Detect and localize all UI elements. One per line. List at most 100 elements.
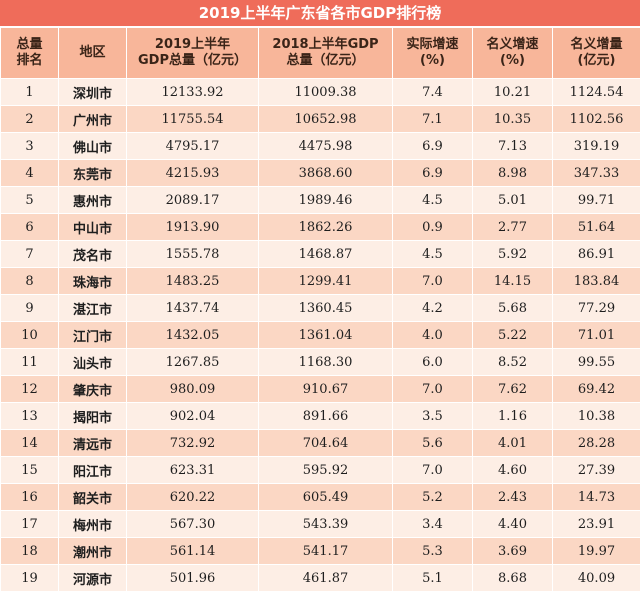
cell-rank: 18 [0, 537, 59, 565]
cell-gdp-2018: 1360.45 [258, 294, 393, 322]
cell-nominal-increase: 71.01 [552, 321, 640, 349]
cell-real-growth: 7.4 [392, 78, 473, 106]
cell-gdp-2019: 1555.78 [126, 240, 259, 268]
table-row: 7 茂名市 1555.78 1468.87 4.5 5.92 86.91 [0, 240, 640, 268]
gdp-ranking-table: 总量 排名 地区 2019上半年 GDP总量（亿元） 2018上半年GDP 总量（亿元… [0, 27, 640, 592]
table-body: 1 深圳市 12133.92 11009.38 7.4 10.21 1124.54 2 广州市 1… [0, 78, 640, 592]
cell-rank: 11 [0, 348, 59, 376]
cell-nominal-growth: 5.22 [472, 321, 553, 349]
cell-real-growth: 6.0 [392, 348, 473, 376]
cell-region: 揭阳市 [58, 402, 127, 430]
header-region: 地区 [58, 27, 127, 79]
cell-gdp-2019: 620.22 [126, 483, 259, 511]
table-row: 14 清远市 732.92 704.64 5.6 4.01 28.28 [0, 429, 640, 457]
cell-rank: 5 [0, 186, 59, 214]
table-row: 11 汕头市 1267.85 1168.30 6.0 8.52 99.55 [0, 348, 640, 376]
table-row: 17 梅州市 567.30 543.39 3.4 4.40 23.91 [0, 510, 640, 538]
cell-nominal-increase: 99.71 [552, 186, 640, 214]
cell-nominal-increase: 23.91 [552, 510, 640, 538]
header-gdp-2019: 2019上半年 GDP总量（亿元） [126, 27, 259, 79]
table-row: 16 韶关市 620.22 605.49 5.2 2.43 14.73 [0, 483, 640, 511]
header-real-growth: 实际增速 (%) [392, 27, 473, 79]
cell-gdp-2018: 1862.26 [258, 213, 393, 241]
cell-nominal-increase: 14.73 [552, 483, 640, 511]
cell-nominal-increase: 40.09 [552, 564, 640, 592]
cell-nominal-growth: 1.16 [472, 402, 553, 430]
cell-real-growth: 4.5 [392, 240, 473, 268]
table-row: 15 阳江市 623.31 595.92 7.0 4.60 27.39 [0, 456, 640, 484]
cell-rank: 8 [0, 267, 59, 295]
cell-real-growth: 4.2 [392, 294, 473, 322]
cell-gdp-2018: 1361.04 [258, 321, 393, 349]
cell-real-growth: 0.9 [392, 213, 473, 241]
cell-nominal-growth: 10.21 [472, 78, 553, 106]
cell-gdp-2018: 543.39 [258, 510, 393, 538]
cell-nominal-increase: 77.29 [552, 294, 640, 322]
cell-real-growth: 7.0 [392, 375, 473, 403]
table-row: 5 惠州市 2089.17 1989.46 4.5 5.01 99.71 [0, 186, 640, 214]
cell-gdp-2019: 12133.92 [126, 78, 259, 106]
cell-nominal-growth: 2.77 [472, 213, 553, 241]
cell-real-growth: 6.9 [392, 159, 473, 187]
cell-nominal-increase: 19.97 [552, 537, 640, 565]
cell-real-growth: 5.3 [392, 537, 473, 565]
cell-nominal-increase: 51.64 [552, 213, 640, 241]
cell-gdp-2019: 1913.90 [126, 213, 259, 241]
cell-region: 河源市 [58, 564, 127, 592]
table-row: 8 珠海市 1483.25 1299.41 7.0 14.15 183.84 [0, 267, 640, 295]
cell-gdp-2018: 1168.30 [258, 348, 393, 376]
cell-gdp-2018: 10652.98 [258, 105, 393, 133]
cell-region: 梅州市 [58, 510, 127, 538]
cell-rank: 9 [0, 294, 59, 322]
cell-rank: 13 [0, 402, 59, 430]
cell-region: 湛江市 [58, 294, 127, 322]
cell-gdp-2019: 11755.54 [126, 105, 259, 133]
header-nominal-growth: 名义增速 (%) [472, 27, 553, 79]
cell-gdp-2018: 595.92 [258, 456, 393, 484]
table-title: 2019上半年广东省各市GDP排行榜 [0, 0, 640, 27]
cell-rank: 4 [0, 159, 59, 187]
cell-nominal-increase: 1124.54 [552, 78, 640, 106]
cell-rank: 3 [0, 132, 59, 160]
cell-rank: 16 [0, 483, 59, 511]
cell-gdp-2018: 461.87 [258, 564, 393, 592]
cell-gdp-2018: 1299.41 [258, 267, 393, 295]
cell-gdp-2018: 1989.46 [258, 186, 393, 214]
cell-gdp-2019: 2089.17 [126, 186, 259, 214]
cell-real-growth: 7.1 [392, 105, 473, 133]
cell-rank: 15 [0, 456, 59, 484]
cell-nominal-increase: 99.55 [552, 348, 640, 376]
table-row: 2 广州市 11755.54 10652.98 7.1 10.35 1102.56 [0, 105, 640, 133]
cell-nominal-growth: 2.43 [472, 483, 553, 511]
cell-rank: 17 [0, 510, 59, 538]
cell-real-growth: 4.0 [392, 321, 473, 349]
table-row: 9 湛江市 1437.74 1360.45 4.2 5.68 77.29 [0, 294, 640, 322]
cell-nominal-growth: 3.69 [472, 537, 553, 565]
cell-gdp-2019: 561.14 [126, 537, 259, 565]
cell-region: 汕头市 [58, 348, 127, 376]
cell-gdp-2019: 1437.74 [126, 294, 259, 322]
cell-real-growth: 3.5 [392, 402, 473, 430]
cell-rank: 6 [0, 213, 59, 241]
table-row: 3 佛山市 4795.17 4475.98 6.9 7.13 319.19 [0, 132, 640, 160]
cell-real-growth: 5.1 [392, 564, 473, 592]
cell-region: 广州市 [58, 105, 127, 133]
cell-rank: 12 [0, 375, 59, 403]
table-row: 6 中山市 1913.90 1862.26 0.9 2.77 51.64 [0, 213, 640, 241]
cell-region: 江门市 [58, 321, 127, 349]
cell-gdp-2019: 1267.85 [126, 348, 259, 376]
cell-region: 韶关市 [58, 483, 127, 511]
cell-nominal-growth: 8.68 [472, 564, 553, 592]
cell-real-growth: 5.6 [392, 429, 473, 457]
cell-nominal-increase: 1102.56 [552, 105, 640, 133]
table-row: 19 河源市 501.96 461.87 5.1 8.68 40.09 [0, 564, 640, 592]
table-row: 10 江门市 1432.05 1361.04 4.0 5.22 71.01 [0, 321, 640, 349]
cell-gdp-2018: 4475.98 [258, 132, 393, 160]
cell-gdp-2019: 4215.93 [126, 159, 259, 187]
cell-gdp-2019: 567.30 [126, 510, 259, 538]
cell-region: 阳江市 [58, 456, 127, 484]
header-nominal-increase: 名义增量 (亿元) [552, 27, 640, 79]
cell-nominal-increase: 69.42 [552, 375, 640, 403]
cell-region: 珠海市 [58, 267, 127, 295]
cell-rank: 2 [0, 105, 59, 133]
